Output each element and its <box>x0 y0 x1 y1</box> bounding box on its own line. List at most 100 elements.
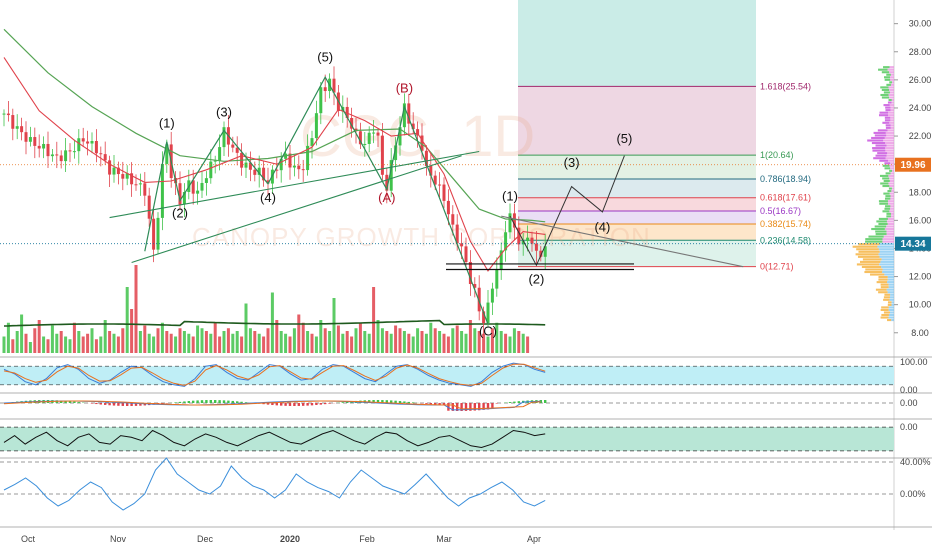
volume-profile-bar <box>888 279 894 281</box>
candle-body <box>465 246 468 262</box>
volume-profile-bar <box>882 271 894 273</box>
price-tick-label: 12.00 <box>909 272 932 282</box>
volume-profile-bar <box>882 258 894 260</box>
macd-histogram-bar <box>544 400 546 403</box>
candle-body <box>201 183 204 191</box>
volume-profile-bar <box>870 273 884 275</box>
candle-body <box>324 87 327 91</box>
volume-profile-bar <box>881 314 889 316</box>
volume-bar <box>311 334 314 353</box>
volume-profile-bar <box>879 160 888 162</box>
candle-body <box>368 133 371 144</box>
volume-bar <box>438 331 441 353</box>
price-tick-label: 10.00 <box>909 300 932 310</box>
stochastic-pane[interactable]: 100.000.00 <box>0 357 928 395</box>
macd-tick-label: 0.00 <box>900 398 918 408</box>
volume-bar <box>293 328 296 353</box>
volume-bar <box>183 331 186 353</box>
volume-profile-bar <box>875 134 887 136</box>
candle-body <box>231 145 234 148</box>
volume-profile-bar <box>887 155 894 157</box>
macd-histogram-bar <box>108 403 110 405</box>
volume-bar <box>473 328 476 353</box>
macd-pane[interactable]: 0.00 <box>0 398 918 411</box>
volume-bar <box>209 334 212 353</box>
volume-profile-bar <box>891 74 894 76</box>
volume-profile-bar <box>892 304 894 306</box>
volume-profile-bar <box>886 84 891 86</box>
macd-histogram-bar <box>518 401 520 403</box>
volume-profile-bar <box>886 74 891 76</box>
volume-profile-bar <box>884 273 894 275</box>
volume-profile-bar <box>887 220 894 222</box>
candle-body <box>245 163 248 168</box>
volume-profile-bar <box>889 314 894 316</box>
volume-profile-bar <box>878 276 887 278</box>
volume-profile-bar <box>889 286 894 288</box>
volume-profile-bar <box>882 241 894 243</box>
volume-bar <box>469 320 472 353</box>
macd-histogram-bar <box>95 403 97 404</box>
volume-bar <box>236 331 239 353</box>
roc-pane[interactable]: 40.00%0.00% <box>0 457 931 510</box>
volume-bar <box>328 331 331 353</box>
macd-histogram-bar <box>289 403 291 406</box>
volume-profile-bar <box>879 218 888 220</box>
volume-profile-bar <box>890 299 894 301</box>
candle-body <box>196 191 199 194</box>
volume-profile-bar <box>889 306 894 308</box>
volume-profile-bar <box>889 94 894 96</box>
volume-profile-bar <box>884 180 890 182</box>
macd-histogram-bar <box>240 402 242 403</box>
candle-body <box>86 141 89 143</box>
macd-histogram-bar <box>192 401 194 403</box>
volume-profile-bar <box>891 195 894 197</box>
macd-histogram-bar <box>126 403 128 406</box>
volume-bar <box>108 331 111 353</box>
candle-body <box>447 201 450 214</box>
wave-label: (1) <box>159 116 175 131</box>
volume-profile-bar <box>876 155 887 157</box>
volume-profile-bar <box>886 127 891 129</box>
stoch-tick-label: 100.00 <box>900 357 928 367</box>
candle-body <box>121 174 124 179</box>
volume-bar <box>517 331 520 353</box>
volume-bar <box>346 331 349 353</box>
roc-tick-label: 40.00% <box>900 457 931 467</box>
candle-body <box>69 150 72 151</box>
volume-profile-bar <box>888 203 894 205</box>
rsi-pane[interactable]: 0.00 <box>0 422 918 451</box>
macd-histogram-bar <box>113 403 115 406</box>
volume-profile-bar <box>891 127 894 129</box>
fib-level-label: 0.618(17.61) <box>760 193 811 203</box>
fib-level-label: 0.5(16.67) <box>760 206 801 216</box>
volume-profile-bar <box>863 258 882 260</box>
volume-bar <box>55 334 58 353</box>
candle-body <box>293 166 296 168</box>
candle-body <box>113 168 116 175</box>
macd-histogram-bar <box>223 400 225 403</box>
fib-zone-band <box>518 86 756 155</box>
candle-body <box>363 144 366 145</box>
volume-bar <box>223 331 226 353</box>
volume-bar <box>69 339 72 353</box>
volume-profile-bar <box>884 104 890 106</box>
volume-profile-bar <box>871 137 885 139</box>
volume-bar <box>231 334 234 353</box>
wave-label: (A) <box>378 190 395 205</box>
time-tick-label: Nov <box>110 534 127 544</box>
volume-bar <box>460 331 463 353</box>
volume-bar <box>174 337 177 354</box>
volume-profile-bar <box>886 215 891 217</box>
volume-profile-bar <box>881 309 889 311</box>
volume-profile-bar <box>890 91 894 93</box>
volume-profile-bar <box>887 289 894 291</box>
volume-profile-bar <box>881 316 889 318</box>
macd-histogram-bar <box>78 402 80 403</box>
volume-profile-bar <box>886 157 894 159</box>
volume-bar <box>372 287 375 353</box>
volume-profile-bar <box>890 296 894 298</box>
volume-profile-bar <box>889 96 894 98</box>
